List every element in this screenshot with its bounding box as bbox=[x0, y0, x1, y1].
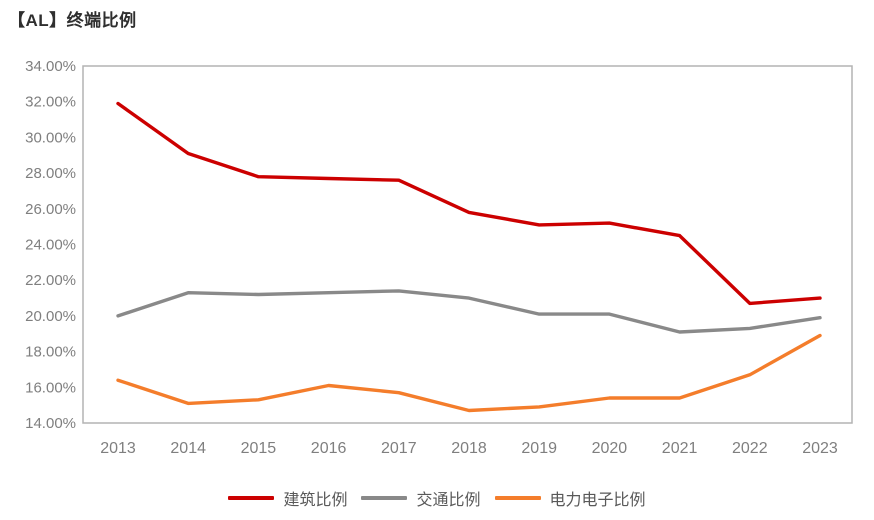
x-tick-label: 2014 bbox=[170, 440, 206, 457]
x-tick-label: 2019 bbox=[521, 440, 557, 457]
legend: 建筑比例 交通比例 电力电子比例 bbox=[0, 486, 874, 510]
chart-title: 【AL】终端比例 bbox=[8, 11, 137, 30]
legend-item-construction: 建筑比例 bbox=[228, 486, 347, 510]
x-axis: 2013 2014 2015 2016 2017 2018 2019 2020 2021 2022… bbox=[100, 440, 838, 457]
y-tick-label: 30.00% bbox=[25, 129, 76, 146]
x-tick-label: 2015 bbox=[241, 440, 277, 457]
legend-swatch-construction bbox=[228, 496, 275, 500]
y-tick-label: 18.00% bbox=[25, 344, 76, 361]
y-tick-label: 14.00% bbox=[25, 415, 76, 432]
x-tick-label: 2013 bbox=[100, 440, 136, 457]
y-tick-label: 28.00% bbox=[25, 165, 76, 182]
plot-area bbox=[82, 65, 853, 424]
y-tick-label: 26.00% bbox=[25, 201, 76, 218]
x-tick-label: 2016 bbox=[311, 440, 347, 457]
legend-item-power-electronics: 电力电子比例 bbox=[494, 486, 646, 510]
legend-label-construction: 建筑比例 bbox=[283, 492, 348, 509]
series-line-construction bbox=[116, 101, 822, 306]
x-tick-label: 2017 bbox=[381, 440, 417, 457]
x-tick-label: 2021 bbox=[662, 440, 698, 457]
x-tick-label: 2020 bbox=[592, 440, 628, 457]
x-tick-label: 2022 bbox=[732, 440, 768, 457]
legend-swatch-transport bbox=[361, 496, 408, 500]
x-tick-label: 2018 bbox=[451, 440, 487, 457]
series-line-power-electronics bbox=[116, 333, 822, 413]
y-tick-label: 16.00% bbox=[25, 379, 76, 396]
y-tick-label: 22.00% bbox=[25, 272, 76, 289]
series-lines bbox=[116, 101, 822, 413]
legend-label-transport: 交通比例 bbox=[416, 492, 481, 509]
legend-label-power-electronics: 电力电子比例 bbox=[549, 492, 646, 509]
y-tick-label: 24.00% bbox=[25, 237, 76, 254]
x-tick-label: 2023 bbox=[802, 440, 838, 457]
y-tick-label: 34.00% bbox=[25, 58, 76, 75]
y-axis: 34.00% 32.00% 30.00% 28.00% 26.00% 24.00% 22.0… bbox=[25, 58, 76, 432]
y-tick-label: 20.00% bbox=[25, 308, 76, 325]
y-tick-label: 32.00% bbox=[25, 94, 76, 111]
series-line-transport bbox=[116, 289, 822, 334]
plot-area-border bbox=[82, 65, 853, 424]
line-chart: 34.00% 32.00% 30.00% 28.00% 26.00% 24.00% 22.0… bbox=[25, 58, 853, 457]
legend-item-transport: 交通比例 bbox=[361, 486, 481, 510]
legend-swatch-power-electronics bbox=[494, 496, 541, 500]
